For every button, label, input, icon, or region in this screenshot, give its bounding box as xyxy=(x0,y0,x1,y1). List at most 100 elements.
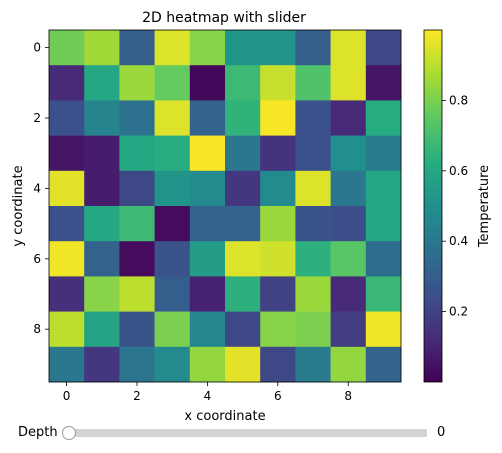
x-tick-label: 0 xyxy=(63,389,71,403)
heatmap-cell xyxy=(295,30,331,66)
heatmap-cell xyxy=(365,346,402,383)
heatmap-cell xyxy=(295,311,331,348)
heatmap-cell xyxy=(365,65,402,101)
heatmap-cell xyxy=(295,100,331,136)
depth-slider-handle[interactable] xyxy=(62,426,76,440)
y-tick-label: 4 xyxy=(33,181,41,195)
y-tick-label: 6 xyxy=(33,252,41,266)
heatmap-cell xyxy=(189,100,226,136)
heatmap-cell xyxy=(49,311,85,348)
heatmap-cell xyxy=(84,100,120,136)
slider-value: 0 xyxy=(437,425,446,440)
heatmap-cell xyxy=(225,135,261,172)
heatmap-cell xyxy=(154,100,191,136)
heatmap-cell xyxy=(295,276,331,312)
heatmap-cell xyxy=(84,241,120,277)
heatmap-cell xyxy=(225,346,261,383)
plot-frame xyxy=(48,29,402,383)
heatmap-cell xyxy=(330,170,367,207)
heatmap-cell xyxy=(260,276,296,312)
heatmap-cell xyxy=(189,65,226,101)
heatmap-cell xyxy=(189,30,226,66)
heatmap-cell xyxy=(330,241,367,277)
heatmap-cell xyxy=(49,346,85,383)
heatmap-cell xyxy=(119,276,155,312)
x-tick-label: 8 xyxy=(344,389,352,403)
slider-label: Depth xyxy=(18,425,58,440)
heatmap-cell xyxy=(84,311,120,348)
heatmap-cell xyxy=(330,346,367,383)
heatmap-cell xyxy=(84,135,120,172)
heatmap-cell xyxy=(225,311,261,348)
heatmap-cell xyxy=(154,311,191,348)
heatmap-cell xyxy=(260,241,296,277)
heatmap-cell xyxy=(330,30,367,66)
heatmap-cell xyxy=(260,65,296,101)
heatmap-cell xyxy=(154,346,191,383)
colorbar-tick-label: 0.8 xyxy=(449,93,468,107)
heatmap-cell xyxy=(330,276,367,312)
heatmap-cell xyxy=(154,206,191,242)
y-axis-label: y coordinate xyxy=(11,165,26,246)
heatmap-cell xyxy=(154,65,191,101)
heatmap-cell xyxy=(225,206,261,242)
heatmap-cell xyxy=(189,346,226,383)
heatmap-cell xyxy=(154,30,191,66)
y-tick-label: 2 xyxy=(33,111,41,125)
heatmap-cell xyxy=(330,311,367,348)
heatmap-cell xyxy=(365,135,402,172)
x-axis-label: x coordinate xyxy=(184,409,265,424)
heatmap-cell xyxy=(119,65,155,101)
heatmap-cell xyxy=(189,276,226,312)
heatmap-cell xyxy=(84,65,120,101)
heatmap-cell xyxy=(225,241,261,277)
colorbar-ticks: 0.2 0.4 0.6 0.8 xyxy=(442,93,468,319)
heatmap-cell xyxy=(295,241,331,277)
heatmap-cell xyxy=(365,311,402,348)
heatmap-cell xyxy=(225,30,261,66)
heatmap-cell xyxy=(225,170,261,207)
heatmap-cell xyxy=(260,311,296,348)
heatmap-cell xyxy=(295,170,331,207)
heatmap-cell xyxy=(119,135,155,172)
heatmap-cell xyxy=(260,100,296,136)
x-tick-label: 2 xyxy=(133,389,141,403)
heatmap-cell xyxy=(330,206,367,242)
heatmap-cell xyxy=(49,100,85,136)
heatmap-cell xyxy=(330,100,367,136)
heatmap-cell xyxy=(84,170,120,207)
heatmap-cell xyxy=(189,206,226,242)
heatmap-cell xyxy=(365,276,402,312)
heatmap-cell xyxy=(365,100,402,136)
heatmap-cell xyxy=(295,135,331,172)
heatmap-cell xyxy=(189,170,226,207)
heatmap-cell xyxy=(260,346,296,383)
x-tick-label: 4 xyxy=(204,389,212,403)
heatmap-cell xyxy=(225,65,261,101)
heatmap-cell xyxy=(295,206,331,242)
colorbar xyxy=(423,29,443,383)
heatmap-cell xyxy=(330,65,367,101)
heatmap-cell xyxy=(154,276,191,312)
heatmap-cell xyxy=(84,276,120,312)
heatmap-cell xyxy=(119,241,155,277)
heatmap-cell xyxy=(260,170,296,207)
heatmap-cell xyxy=(49,65,85,101)
depth-slider-track[interactable] xyxy=(69,429,427,437)
heatmap-cell xyxy=(295,346,331,383)
heatmap-cell xyxy=(49,30,85,66)
heatmap-cell xyxy=(119,311,155,348)
heatmap-cell xyxy=(295,65,331,101)
heatmap-cell xyxy=(119,346,155,383)
y-tick-label: 0 xyxy=(33,41,41,55)
colorbar-tick-label: 0.6 xyxy=(449,164,468,178)
heatmap-cell xyxy=(189,241,226,277)
heatmap-cell xyxy=(154,135,191,172)
heatmap-cell xyxy=(365,206,402,242)
y-axis-ticks: 0 2 4 6 8 xyxy=(33,41,49,336)
colorbar-tick-label: 0.2 xyxy=(449,305,468,319)
heatmap-cell xyxy=(119,30,155,66)
heatmap-cell xyxy=(189,135,226,172)
heatmap-cell xyxy=(225,100,261,136)
